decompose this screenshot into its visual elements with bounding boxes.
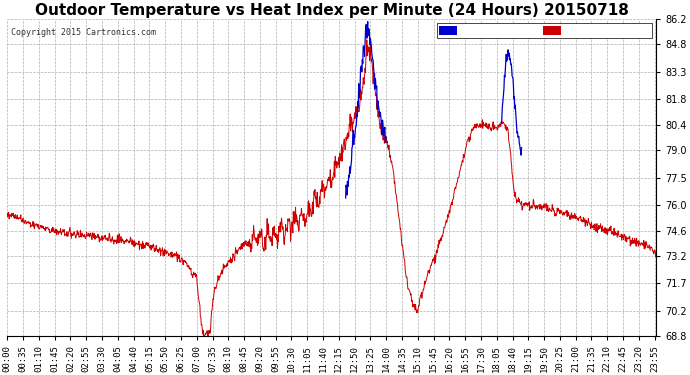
Legend: Heat Index (°F), Temperature (°F): Heat Index (°F), Temperature (°F) <box>437 24 652 38</box>
Title: Outdoor Temperature vs Heat Index per Minute (24 Hours) 20150718: Outdoor Temperature vs Heat Index per Mi… <box>35 3 629 18</box>
Text: Copyright 2015 Cartronics.com: Copyright 2015 Cartronics.com <box>10 28 155 38</box>
